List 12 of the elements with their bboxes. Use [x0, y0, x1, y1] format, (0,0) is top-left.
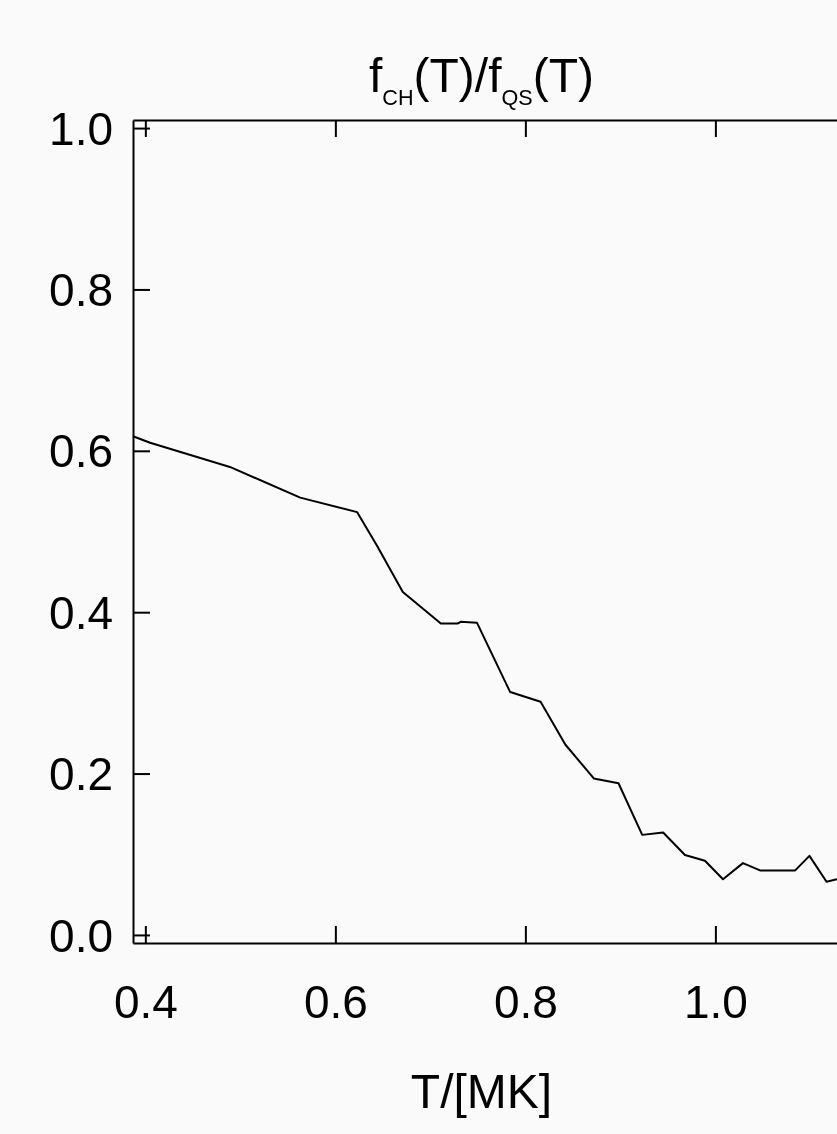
- y-tick-label: 0.4: [49, 586, 113, 639]
- y-tick-label: 1.0: [49, 102, 113, 155]
- x-tick-label: 1.0: [683, 976, 748, 1029]
- chart-title: f$_{CH}$(T)/f$_{QS}$(T): [368, 49, 595, 110]
- x-tick-label: 0.4: [113, 976, 178, 1029]
- y-tick-label: 0.0: [49, 909, 113, 962]
- x-axis-title: T/[MK]: [410, 1065, 553, 1118]
- y-tick-label: 0.6: [49, 425, 113, 478]
- y-tick-label: 0.2: [49, 748, 113, 801]
- x-tick-label: 0.6: [303, 976, 368, 1029]
- y-tick-label: 0.8: [49, 264, 113, 317]
- x-tick-label: 0.8: [493, 976, 558, 1029]
